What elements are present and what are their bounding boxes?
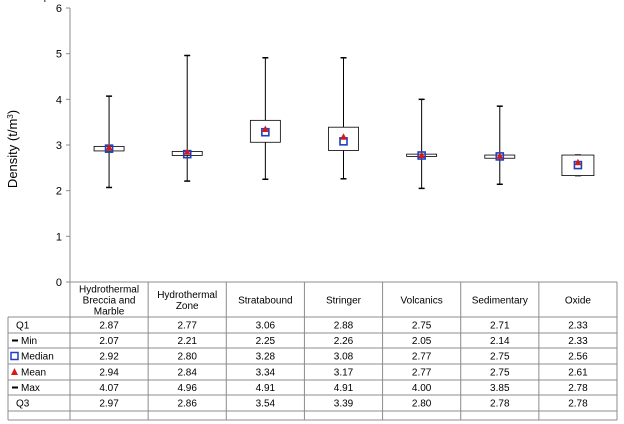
- table-cell: 2: [575, 0, 581, 3]
- table-cell: 2.84: [177, 368, 197, 379]
- table-cell: 3.39: [334, 399, 354, 410]
- y-tick-label: 0: [56, 277, 62, 289]
- table-cell: 2.80: [177, 352, 197, 363]
- table-cell: 4.91: [334, 383, 354, 394]
- table-cell: 2.26: [334, 336, 354, 347]
- table-cell: 396: [101, 0, 118, 3]
- y-axis-label: Density (t/m3): [5, 110, 20, 188]
- table-cell: 2.80: [412, 399, 432, 410]
- table-cell: 2.77: [177, 321, 197, 332]
- category-label: Oxide: [565, 296, 592, 307]
- table-cell: 2.86: [177, 399, 197, 410]
- y-tick-label: 3: [56, 140, 62, 152]
- legend-median-marker: [10, 351, 19, 361]
- category-label: Hydrothermal: [157, 290, 217, 301]
- table-cell: 2.75: [490, 368, 510, 379]
- y-tick-label: 2: [56, 186, 62, 198]
- y-tick-label: 6: [56, 3, 62, 15]
- table-row-label: Min: [21, 336, 37, 347]
- table-cell: 3.54: [256, 399, 276, 410]
- table-cell: 2.71: [490, 321, 510, 332]
- iqr-box: [561, 154, 595, 176]
- table-cell: 3.06: [256, 321, 276, 332]
- legend-mean-marker: [11, 368, 18, 375]
- table-row-label: Q1: [16, 321, 30, 332]
- table-cell: 2.87: [99, 321, 119, 332]
- table-cell: 2.25: [256, 336, 276, 347]
- table-row-label: Mean: [21, 368, 46, 379]
- table-cell: 2.14: [490, 336, 510, 347]
- table-cell: 4.91: [256, 383, 276, 394]
- table-cell: 2.21: [177, 336, 197, 347]
- table-cell: 2.78: [568, 399, 588, 410]
- mean-marker: [496, 152, 504, 159]
- category-label: Stringer: [326, 296, 362, 307]
- table-cell: 2.77: [412, 368, 432, 379]
- table-cell: 2.75: [490, 352, 510, 363]
- table-cell: 2.33: [568, 336, 588, 347]
- category-label: Zone: [176, 301, 199, 312]
- table-cell: 3.08: [334, 352, 354, 363]
- mean-marker: [105, 143, 113, 151]
- table-cell: 3.34: [256, 368, 276, 379]
- category-label: Breccia and: [83, 296, 136, 307]
- table-cell: 3.85: [490, 383, 510, 394]
- category-label: Marble: [94, 307, 125, 318]
- table-cell: 2.78: [568, 383, 588, 394]
- table-cell: 2.33: [568, 321, 588, 332]
- table-cell: 1159: [255, 0, 277, 3]
- table-cell: 2.56: [568, 352, 588, 363]
- table-cell: 4.00: [412, 383, 432, 394]
- table-cell: 3.17: [334, 368, 354, 379]
- category-label: Volcanics: [401, 296, 443, 307]
- table-cell: 2.88: [334, 321, 354, 332]
- table-cell: 3049: [411, 0, 434, 3]
- table-cell: 539: [491, 0, 508, 3]
- table-cell: 4.07: [99, 383, 119, 394]
- y-tick-label: 1: [56, 231, 62, 243]
- table-cell: 3.28: [256, 352, 276, 363]
- mean-marker: [340, 133, 347, 140]
- table-row-label: Q3: [16, 399, 30, 410]
- table-cell: 2.94: [99, 368, 119, 379]
- table-row-label: Median: [21, 352, 54, 363]
- table-row-label: Max: [21, 383, 40, 394]
- category-label: Stratabound: [238, 296, 293, 307]
- y-tick-label: 4: [56, 94, 62, 106]
- table-row-label: NSamples: [16, 0, 62, 3]
- mean-marker: [418, 151, 426, 159]
- table-cell: 2.05: [412, 336, 432, 347]
- table-cell: 4.96: [177, 383, 197, 394]
- category-label: Sedimentary: [472, 296, 528, 307]
- table-cell: 1194: [333, 0, 355, 3]
- table-cell: 2.97: [99, 399, 119, 410]
- mean-marker: [183, 148, 191, 155]
- mean-marker: [574, 158, 582, 166]
- table-cell: 2.78: [490, 399, 510, 410]
- table-cell: 2.75: [412, 321, 432, 332]
- table-cell: 4796: [176, 0, 199, 3]
- table-cell: 2.07: [99, 336, 119, 347]
- table-cell: 2.61: [568, 368, 588, 379]
- category-label: Hydrothermal: [79, 285, 139, 296]
- table-cell: 2.77: [412, 352, 432, 363]
- table-cell: 2.92: [99, 352, 119, 363]
- y-tick-label: 5: [56, 49, 62, 61]
- mean-marker: [261, 125, 269, 132]
